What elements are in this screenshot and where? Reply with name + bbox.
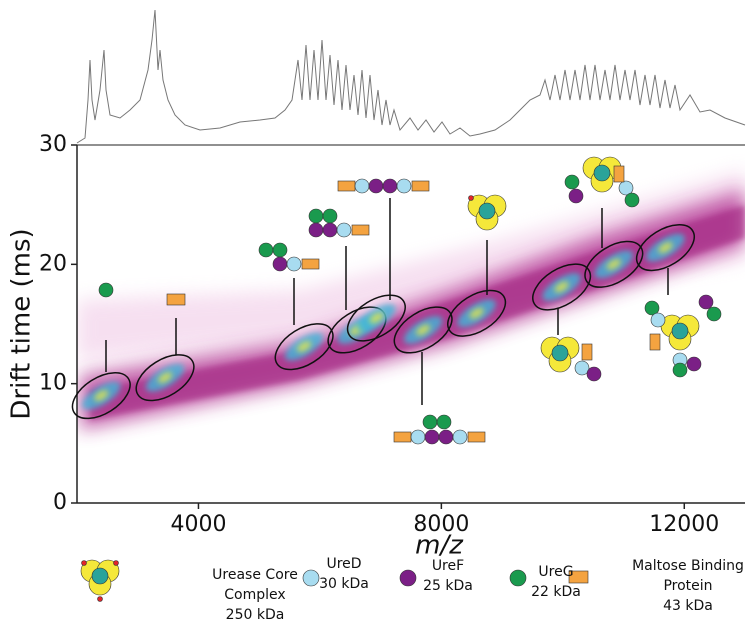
x-axis-label: m/z — [415, 531, 464, 561]
region-outline — [346, 294, 406, 342]
region-outline — [447, 289, 507, 337]
legend-entry: UreG 22 kDa — [525, 562, 587, 602]
region-outline — [71, 372, 131, 420]
hotspot-core — [416, 324, 431, 336]
subunit-icons — [98, 156, 722, 445]
hotspot-core — [157, 372, 173, 384]
hotspot-core — [658, 242, 673, 254]
x-tick-label: 8000 — [413, 512, 469, 537]
legend-label: UreD — [326, 556, 362, 572]
hotspot-core — [297, 341, 312, 353]
legend-mass: 250 kDa — [225, 607, 285, 620]
legend-label: Urease Core Complex — [212, 567, 298, 603]
region-outline — [532, 263, 592, 311]
legend-entry: Urease Core Complex 250 kDa — [180, 565, 330, 620]
y-axis-label: Drift time (ms) — [7, 228, 37, 419]
legend-icons — [80, 559, 589, 602]
hotspot-core — [469, 307, 484, 319]
legend-label: Maltose Binding Protein — [632, 558, 744, 594]
y-tick-label: 30 — [39, 132, 67, 157]
y-tick-label: 20 — [39, 251, 67, 276]
region-outline — [393, 306, 453, 354]
region-outline — [635, 224, 695, 272]
hotspot-core — [606, 258, 621, 270]
legend-entry: UreF 25 kDa — [415, 556, 481, 596]
annotations — [105, 198, 669, 405]
legend-mass: 22 kDa — [531, 584, 581, 600]
y-tick-label: 0 — [53, 490, 67, 515]
legend-mass: 43 kDa — [663, 598, 713, 614]
legend-entry: UreD 30 kDa — [314, 554, 374, 594]
spectrum-trace — [76, 9, 746, 144]
legend-label: UreG — [538, 564, 574, 580]
region-outline — [135, 354, 195, 402]
legend-mass: 25 kDa — [423, 578, 473, 594]
regions — [71, 224, 695, 420]
x-tick-label: 4000 — [170, 512, 226, 537]
y-tick-label: 10 — [39, 371, 67, 396]
hotspot-core — [554, 281, 569, 293]
hotspot-core — [94, 390, 109, 402]
hotspot-core — [369, 312, 384, 324]
legend-entry: Maltose Binding Protein 43 kDa — [628, 556, 748, 616]
x-tick-label: 12000 — [649, 512, 719, 537]
legend-mass: 30 kDa — [319, 576, 369, 592]
legend-label: UreF — [431, 558, 465, 574]
